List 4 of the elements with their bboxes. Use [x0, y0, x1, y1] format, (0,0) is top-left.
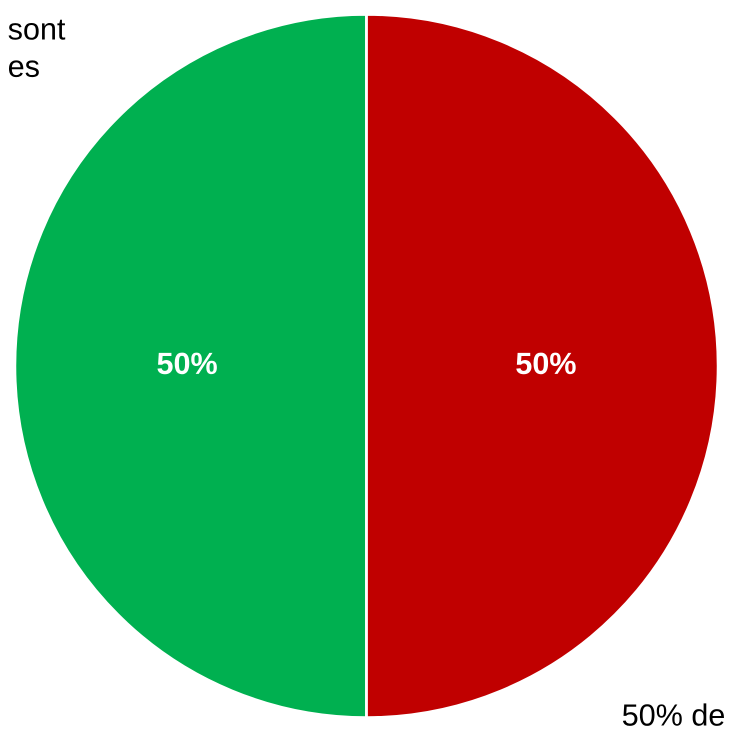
- slice-label: sont es: [8, 20, 66, 78]
- slice-label: 50% de: [622, 703, 724, 726]
- data-label: 50%: [157, 352, 217, 374]
- data-label: 50%: [516, 352, 576, 374]
